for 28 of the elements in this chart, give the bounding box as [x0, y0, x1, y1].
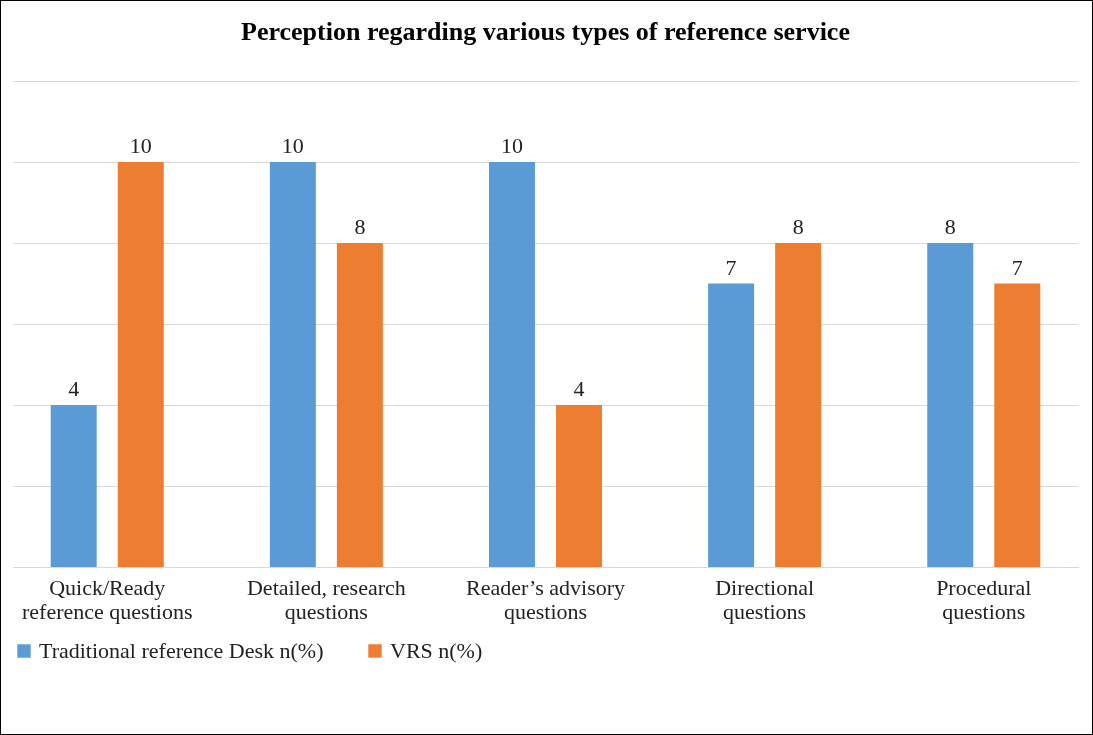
data-label: 4 — [68, 376, 80, 401]
legend-label: VRS n(%) — [390, 638, 483, 663]
x-tick-label: Detailed, research questions — [246, 574, 406, 624]
data-label: 10 — [281, 133, 304, 158]
bar — [927, 243, 974, 567]
x-tick-label: Reader’s advisory questions — [465, 574, 626, 624]
chart-title: Perception regarding various types of reference service — [241, 17, 850, 46]
x-tick-label: Directional questions — [715, 574, 815, 624]
data-label: 8 — [792, 214, 804, 239]
bar — [488, 162, 535, 567]
data-label: 8 — [944, 214, 956, 239]
bar — [775, 243, 822, 567]
bar — [50, 405, 97, 567]
x-tick-label: Procedural questions — [936, 574, 1032, 624]
x-tick-label: Quick/Ready reference questions — [22, 574, 193, 624]
bar — [556, 405, 603, 567]
data-label: 10 — [129, 133, 152, 158]
data-label: 7 — [725, 254, 737, 280]
bar — [336, 243, 383, 567]
data-label: 7 — [1011, 254, 1023, 280]
bar — [994, 283, 1041, 567]
bar — [117, 162, 164, 567]
data-label: 8 — [354, 214, 366, 239]
bar — [269, 162, 316, 567]
data-label: 10 — [500, 133, 523, 158]
legend-label: Traditional reference Desk n(%) — [39, 638, 324, 663]
bar — [708, 283, 755, 567]
data-label: 4 — [573, 376, 585, 401]
